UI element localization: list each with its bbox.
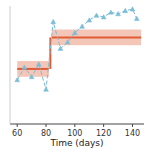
x-tick-label: 80	[41, 129, 51, 138]
x-tick	[17, 124, 18, 127]
marker	[36, 62, 41, 66]
x-tick	[46, 124, 47, 127]
marker	[94, 13, 99, 17]
marker	[87, 18, 92, 22]
x-tick-label: 120	[96, 129, 111, 138]
series	[52, 30, 141, 46]
marker	[130, 7, 135, 11]
marker	[15, 78, 20, 82]
plot-area	[15, 7, 141, 92]
line	[52, 36, 141, 38]
line	[17, 9, 137, 89]
x-tick-label: 140	[125, 129, 140, 138]
x-axis-label: Time (days)	[49, 138, 103, 148]
axes: 60 80 100 120 140	[10, 6, 144, 138]
marker	[51, 19, 56, 23]
marker	[44, 87, 49, 91]
marker	[116, 11, 121, 15]
marker	[108, 10, 113, 14]
marker	[58, 46, 63, 50]
marker	[29, 74, 34, 78]
marker	[80, 24, 85, 28]
x-tick	[103, 124, 104, 127]
marker	[22, 65, 27, 69]
x-tick-label: 60	[12, 129, 22, 138]
x-tick-label: 100	[67, 129, 82, 138]
marker	[65, 40, 70, 44]
marker	[123, 8, 128, 12]
x-axis-line	[10, 124, 144, 125]
x-tick	[132, 124, 133, 127]
band	[17, 61, 49, 77]
chart: 60 80 100 120 140 Time (days)	[0, 0, 150, 150]
band	[52, 30, 141, 46]
x-tick	[74, 124, 75, 127]
series	[17, 61, 49, 77]
series	[15, 7, 139, 92]
marker	[72, 30, 77, 34]
y-axis-line	[10, 6, 11, 124]
marker	[134, 16, 139, 20]
marker	[101, 15, 106, 19]
